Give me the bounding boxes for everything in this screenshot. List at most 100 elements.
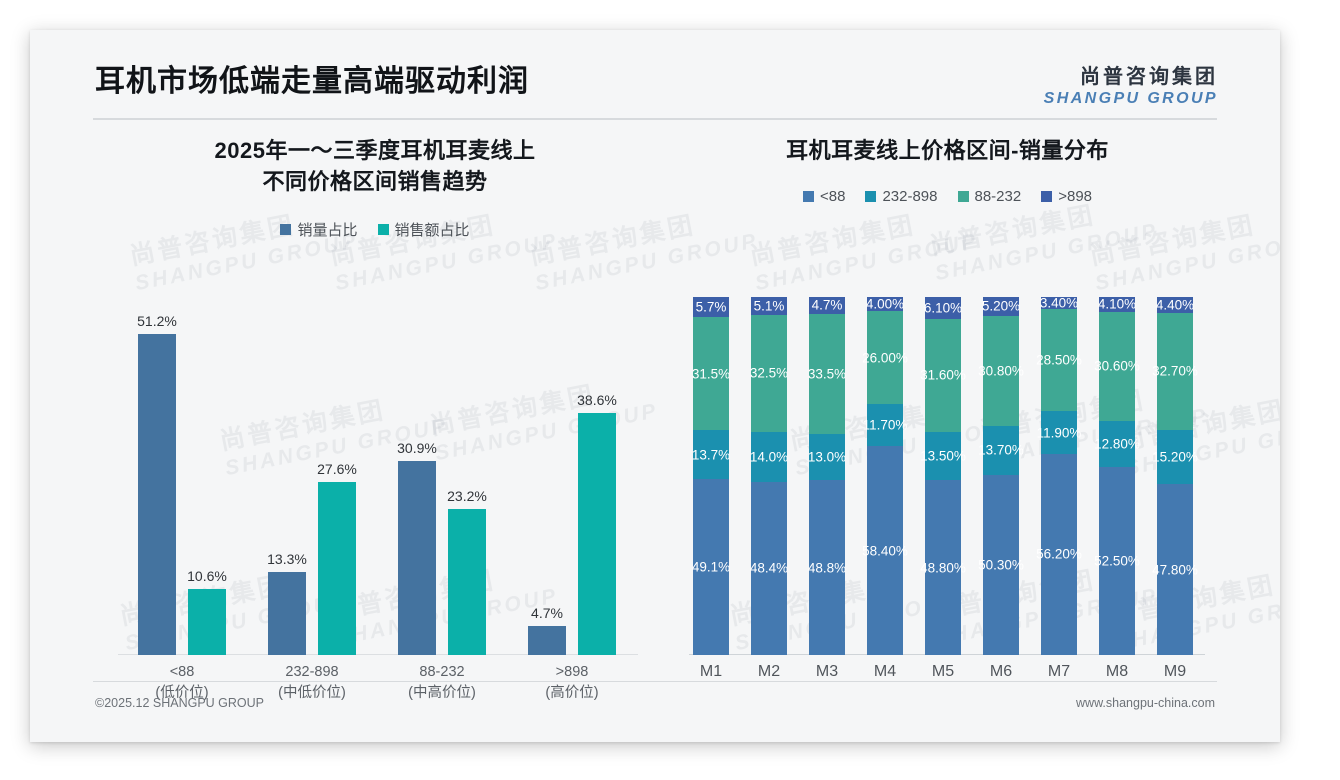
stack-segment[interactable]: 5.1% bbox=[751, 297, 787, 316]
segment-value-label: 15.20% bbox=[1152, 449, 1198, 465]
bar-sales-amount[interactable]: 27.6% bbox=[317, 461, 357, 655]
segment-value-label: 52.50% bbox=[1094, 553, 1140, 569]
segment-value-label: 3.40% bbox=[1039, 295, 1079, 311]
bar-sales-volume[interactable]: 30.9% bbox=[397, 440, 437, 655]
stack-segment[interactable]: 11.90% bbox=[1037, 411, 1081, 454]
bar-rect bbox=[138, 333, 176, 655]
segment-value-label: 4.40% bbox=[1155, 297, 1195, 313]
bar-sales-volume[interactable]: 13.3% bbox=[267, 551, 307, 655]
logo-chinese-text: 尚普咨询集团 bbox=[1080, 66, 1218, 88]
legend-item-1[interactable]: 销售额占比 bbox=[377, 219, 470, 240]
grouped-category-labels: <88 (低价位) 232-898 (中低价位) 88-232 (中高价位) >898 (高价… bbox=[118, 662, 638, 714]
stack-segment[interactable]: 52.50% bbox=[1094, 467, 1140, 655]
segment-value-label: 5.1% bbox=[753, 298, 785, 314]
bar-value-label: 27.6% bbox=[317, 460, 357, 477]
stack-segment[interactable]: 48.4% bbox=[750, 481, 788, 655]
stack-segment[interactable]: 32.5% bbox=[750, 315, 788, 432]
stack-segment[interactable]: 13.50% bbox=[920, 431, 966, 481]
stack-segment[interactable]: 58.40% bbox=[862, 446, 908, 655]
legend-label: <88 bbox=[819, 188, 846, 205]
segment-value-label: 5.20% bbox=[981, 298, 1021, 314]
stack-segment[interactable]: 12.80% bbox=[1094, 421, 1140, 468]
stack-segment[interactable]: 26.00% bbox=[862, 311, 908, 405]
stacked-bar[interactable]: 4.00% 26.00% 11.70% 58.40% bbox=[862, 297, 908, 655]
stack-segment[interactable]: 4.10% bbox=[1097, 296, 1137, 312]
stack-segment[interactable]: 32.70% bbox=[1152, 312, 1198, 430]
legend-item-2[interactable]: 88-232 bbox=[957, 188, 1021, 205]
segment-value-label: 4.7% bbox=[811, 297, 843, 313]
chart-title-line1: 2025年一～三季度耳机耳麦线上 bbox=[214, 138, 536, 163]
segment-value-label: 30.80% bbox=[978, 363, 1024, 379]
stacked-bar[interactable]: 5.1% 32.5% 14.0% 48.4% bbox=[749, 297, 789, 655]
stack-segment[interactable]: 5.7% bbox=[693, 297, 729, 318]
segment-value-label: 14.0% bbox=[749, 449, 789, 465]
bar-group: 51.2% 10.6% bbox=[126, 310, 238, 655]
stack-segment[interactable]: 47.80% bbox=[1152, 484, 1198, 655]
page-title: 耳机市场低端走量高端驱动利润 bbox=[95, 65, 529, 98]
stack-segment[interactable]: 3.40% bbox=[1039, 295, 1079, 311]
stack-segment[interactable]: 15.20% bbox=[1152, 429, 1198, 485]
stack-segment[interactable]: 48.80% bbox=[920, 480, 966, 655]
stack-segment[interactable]: 49.1% bbox=[692, 479, 730, 655]
category-label: >898 (高价位) bbox=[545, 664, 599, 701]
stack-segment[interactable]: 33.5% bbox=[808, 313, 846, 434]
stack-segment[interactable]: 30.80% bbox=[978, 315, 1024, 426]
segment-value-label: 28.50% bbox=[1036, 352, 1082, 368]
stacked-bar[interactable]: 5.7% 31.5% 13.7% 49.1% bbox=[692, 297, 730, 655]
x-axis-line bbox=[118, 654, 638, 655]
bar-sales-amount[interactable]: 10.6% bbox=[187, 568, 227, 655]
stacked-bar[interactable]: 4.10% 30.60% 12.80% 52.50% bbox=[1094, 296, 1140, 655]
segment-value-label: 30.60% bbox=[1094, 358, 1140, 374]
stack-segment[interactable]: 5.20% bbox=[981, 297, 1021, 316]
stack-segment[interactable]: 14.0% bbox=[749, 431, 789, 482]
footer-website[interactable]: www.shangpu-china.com bbox=[1076, 696, 1215, 710]
chart-legend-stacked[interactable]: <88 232-898 88-232 >898 bbox=[675, 188, 1220, 205]
category-label: <88 (低价位) bbox=[155, 664, 209, 701]
stack-segment[interactable]: 31.5% bbox=[692, 317, 730, 431]
stack-segment[interactable]: 6.10% bbox=[924, 297, 962, 319]
legend-item-1[interactable]: 232-898 bbox=[865, 188, 938, 205]
stacked-bar[interactable]: 4.40% 32.70% 15.20% 47.80% bbox=[1152, 297, 1198, 655]
legend-label: 销售额占比 bbox=[394, 222, 470, 239]
segment-value-label: 11.70% bbox=[862, 417, 908, 433]
segment-value-label: 26.00% bbox=[862, 350, 908, 366]
legend-swatch-icon bbox=[377, 224, 389, 235]
chart-legend-grouped[interactable]: 销量占比 销售额占比 bbox=[90, 219, 660, 240]
legend-swatch-icon bbox=[865, 191, 877, 202]
stack-segment[interactable]: 13.70% bbox=[978, 425, 1024, 475]
stack-segment[interactable]: 30.60% bbox=[1094, 311, 1140, 422]
segment-value-label: 13.70% bbox=[978, 442, 1024, 458]
legend-item-0[interactable]: <88 bbox=[802, 188, 846, 205]
stacked-bar[interactable]: 6.10% 31.60% 13.50% 48.80% bbox=[920, 297, 966, 655]
segment-value-label: 58.40% bbox=[862, 543, 908, 559]
bar-value-label: 13.3% bbox=[267, 550, 307, 567]
bar-value-label: 51.2% bbox=[137, 312, 177, 329]
grouped-bar-plot: 51.2% 10.6% 13.3% 27.6% 30.9% 23.2% 4.7% 38.6% bbox=[118, 310, 638, 655]
legend-item-0[interactable]: 销量占比 bbox=[280, 219, 358, 240]
stack-segment[interactable]: 13.0% bbox=[808, 433, 846, 481]
stack-segment[interactable]: 11.70% bbox=[863, 404, 907, 447]
legend-item-3[interactable]: >898 bbox=[1041, 188, 1092, 205]
bar-sales-volume[interactable]: 51.2% bbox=[137, 313, 177, 655]
stack-segment[interactable]: 56.20% bbox=[1036, 453, 1082, 655]
bar-sales-amount[interactable]: 23.2% bbox=[447, 488, 487, 655]
segment-value-label: 4.10% bbox=[1097, 296, 1137, 312]
stacked-bar[interactable]: 5.20% 30.80% 13.70% 50.30% bbox=[978, 297, 1024, 655]
stack-segment[interactable]: 4.40% bbox=[1155, 297, 1195, 313]
stack-segment[interactable]: 4.00% bbox=[866, 297, 904, 312]
category-label: M1 bbox=[699, 663, 723, 680]
stack-segment[interactable]: 48.8% bbox=[808, 480, 846, 656]
bar-rect bbox=[268, 571, 306, 655]
bar-sales-amount[interactable]: 38.6% bbox=[577, 392, 617, 655]
bar-value-label: 10.6% bbox=[187, 567, 227, 584]
stack-segment[interactable]: 28.50% bbox=[1036, 309, 1082, 412]
bar-sales-volume[interactable]: 4.7% bbox=[528, 605, 566, 655]
slide-header: 耳机市场低端走量高端驱动利润 尚普咨询集团 SHANGPU GROUP bbox=[30, 30, 1280, 118]
header-divider bbox=[93, 118, 1217, 120]
stacked-bar[interactable]: 4.7% 33.5% 13.0% 48.8% bbox=[808, 297, 846, 656]
stack-segment[interactable]: 50.30% bbox=[978, 474, 1024, 655]
stack-segment[interactable]: 31.60% bbox=[920, 318, 966, 432]
stacked-bar[interactable]: 3.40% 28.50% 11.90% 56.20% bbox=[1036, 295, 1082, 655]
stack-segment[interactable]: 4.7% bbox=[809, 297, 845, 314]
stack-segment[interactable]: 13.7% bbox=[692, 430, 730, 480]
